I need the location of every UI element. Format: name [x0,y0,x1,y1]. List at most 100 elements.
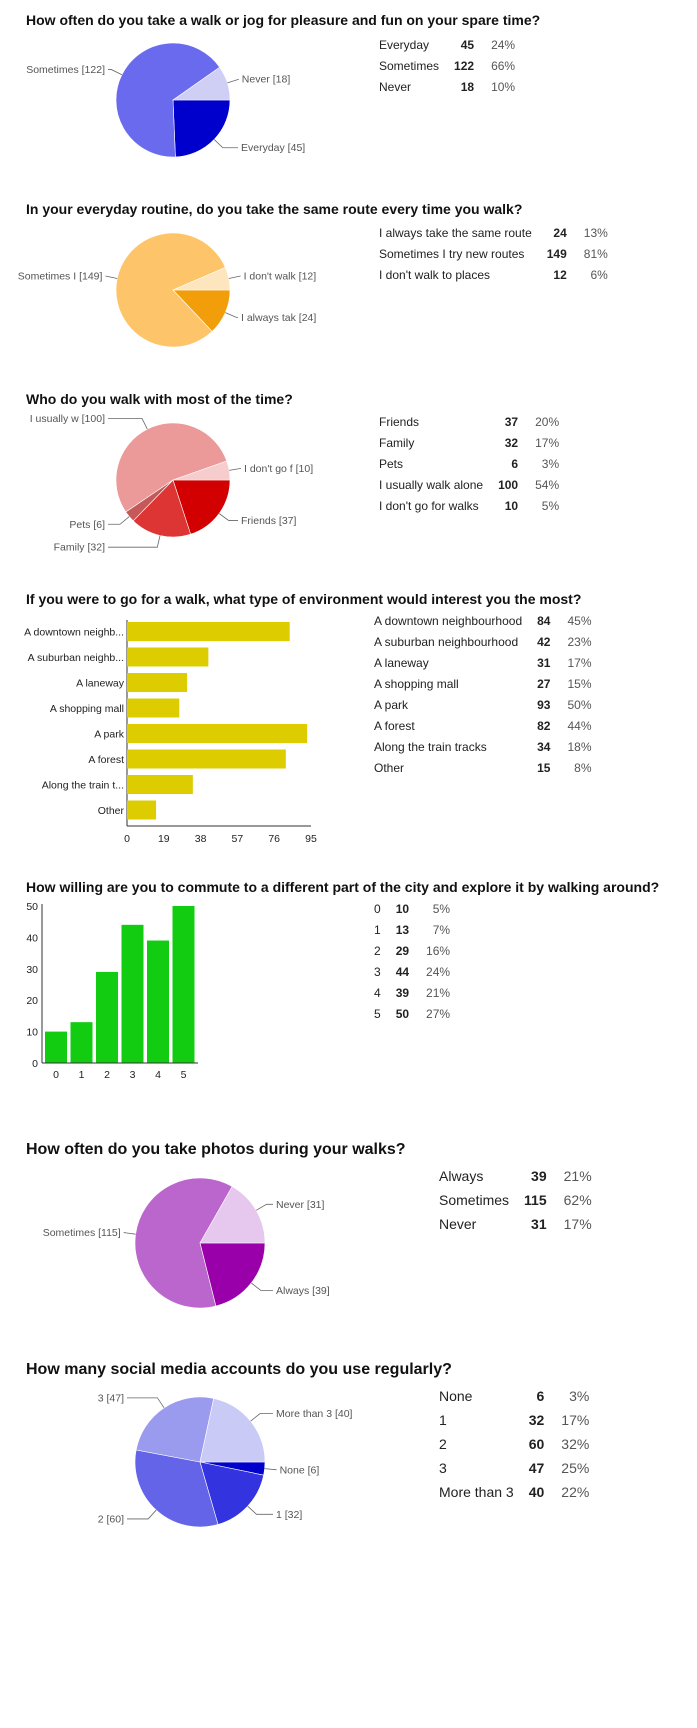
category-label: A forest [88,754,124,766]
row-label: Never [379,79,412,94]
bar [127,698,180,718]
row-count: 6 [511,456,519,471]
row-count: 37 [504,414,519,429]
row-count: 82 [537,718,551,733]
callout-line [255,1203,273,1211]
row-label: Sometimes [439,1192,510,1208]
chart-title: In your everyday routine, do you take th… [26,201,523,217]
row-label: Everyday [379,37,430,52]
row-label: None [439,1388,473,1404]
row-count: 10 [504,498,519,513]
table-row: Sometimes 122 66% [376,55,518,76]
bar [45,1031,67,1063]
tick-label: 50 [26,901,38,913]
row-percent: 5% [432,901,451,916]
table-row: I always take the same route 24 13% [376,222,611,243]
row-count: 115 [524,1192,547,1208]
row-percent: 3% [569,1388,590,1404]
row-percent: 24% [426,964,451,979]
bar [127,749,286,769]
row-label: A park [374,697,409,712]
bar [96,971,118,1063]
pie-chart: None [6] 1 [32] 2 [60] 3 [47] More than 3 [4… [98,1392,353,1528]
row-percent: 25% [561,1460,590,1476]
tick-label: 57 [232,833,244,845]
row-percent: 54% [535,477,560,492]
row-label: Other [374,760,405,775]
chart-title: Who do you walk with most of the time? [26,391,293,407]
table-row: I usually walk alone 100 54% [376,474,562,495]
table-row: Family 32 17% [376,432,562,453]
row-count: 40 [528,1484,545,1500]
callout-line [108,516,130,525]
table-row: None 6 3% [436,1384,592,1408]
pie-slice [172,99,231,158]
row-percent: 21% [426,985,451,1000]
row-percent: 5% [541,498,560,513]
row-count: 31 [537,655,551,670]
row-label: 0 [374,901,381,916]
pie-slice [132,479,191,538]
category-label: Along the train t... [42,780,124,792]
callout-line [227,78,239,84]
pie-slice [115,232,226,348]
row-percent: 23% [567,634,592,649]
row-percent: 22% [561,1484,590,1500]
row-count: 15 [537,760,551,775]
row-label: A forest [374,718,415,733]
row-count: 45 [460,37,475,52]
row-percent: 7% [432,922,451,937]
row-percent: 32% [561,1436,590,1452]
horizontal-bar-chart: A downtown neighb... A suburban neighb...… [24,620,317,845]
row-label: More than 3 [439,1484,514,1500]
category-label: 2 [104,1069,110,1081]
row-label: A downtown neighbourhood [374,613,523,628]
table-row: Sometimes 115 62% [436,1188,595,1212]
row-percent: 27% [426,1006,451,1021]
tick-label: 76 [268,833,280,845]
row-percent: 24% [491,37,516,52]
row-count: 24 [553,225,567,240]
row-label: A suburban neighbourhood [374,634,519,649]
slice-label: Family [32] [54,542,105,554]
row-count: 42 [537,634,551,649]
slice-label: Never [18] [242,74,291,86]
callout-line [108,69,123,76]
table-row: A downtown neighbourhood 84 45% [371,610,595,631]
callout-line [251,1282,273,1291]
callout-line [127,1509,157,1520]
table-row: 3 44 24% [371,961,453,982]
row-count: 18 [460,79,475,94]
row-label: Always [439,1168,484,1184]
table-row: 2 29 16% [371,940,453,961]
row-label: I usually walk alone [379,477,484,492]
row-label: 4 [374,985,381,1000]
pie-slice [172,479,231,535]
row-count: 32 [528,1412,545,1428]
results-table: A downtown neighbourhood 84 45% A suburban … [371,610,595,778]
slice-label: Sometimes I [149] [18,271,103,283]
row-percent: 6% [590,267,608,282]
row-label: A shopping mall [374,676,459,691]
slice-label: Everyday [45] [241,142,305,154]
row-percent: 17% [535,435,560,450]
row-count: 12 [553,267,567,282]
category-label: A suburban neighb... [28,652,124,664]
table-row: Everyday 45 24% [376,34,518,55]
table-row: I don't go for walks 10 5% [376,495,562,516]
table-row: 0 10 5% [371,898,453,919]
row-percent: 15% [567,676,592,691]
slice-label: Friends [37] [241,515,297,527]
row-count: 39 [531,1168,547,1184]
pie-slice [172,66,231,101]
slice-label: None [6] [280,1464,320,1476]
row-count: 29 [395,943,410,958]
row-label: 2 [439,1436,447,1452]
slice-label: I don't go f [10] [244,463,313,475]
callout-line [264,1468,277,1471]
row-label: Pets [379,456,404,471]
results-table: Always 39 21% Sometimes 115 62% Never 31 17% [436,1164,595,1236]
row-percent: 17% [567,655,592,670]
callout-line [250,1413,273,1422]
category-label: 4 [155,1069,161,1081]
